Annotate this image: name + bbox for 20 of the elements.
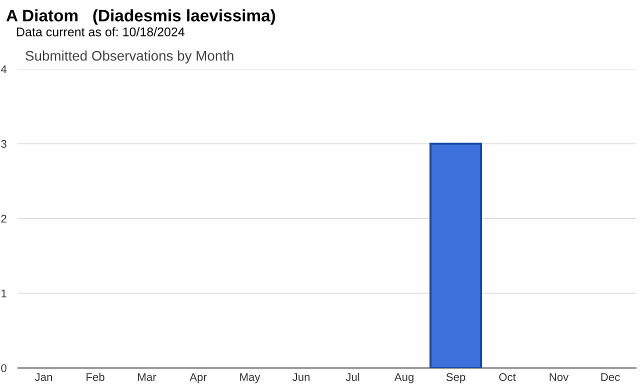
text: Submitted Observations by Month: [26, 50, 234, 64]
x-tick-label: Nov: [550, 373, 569, 382]
x-tick-label: Feb: [86, 372, 104, 382]
y-tick-label: 2: [1, 214, 6, 223]
x-tick-label: Sep: [446, 373, 466, 384]
x-tick-label: Oct: [499, 373, 516, 382]
x-tick-label: Jan: [34, 373, 52, 382]
chart-title: A Diatom (Diadesmis laevissima): [6, 9, 276, 25]
chart-subtitle: Data current as of: 10/18/2024: [17, 27, 184, 36]
x-tick-label: Dec: [601, 373, 620, 382]
y-tick-label: 0: [1, 364, 6, 372]
y-tick-label: 3: [1, 140, 6, 148]
x-tick-label: May: [240, 373, 260, 384]
y-tick-label: 4: [0, 65, 7, 74]
x-tick-label: Mar: [138, 373, 156, 382]
x-tick-label: Aug: [394, 373, 414, 384]
y-tick-label: 1: [2, 290, 6, 298]
x-tick-label: Jun: [292, 373, 310, 382]
x-tick-label: Apr: [190, 373, 207, 384]
x-tick-label: Jul: [346, 372, 360, 382]
